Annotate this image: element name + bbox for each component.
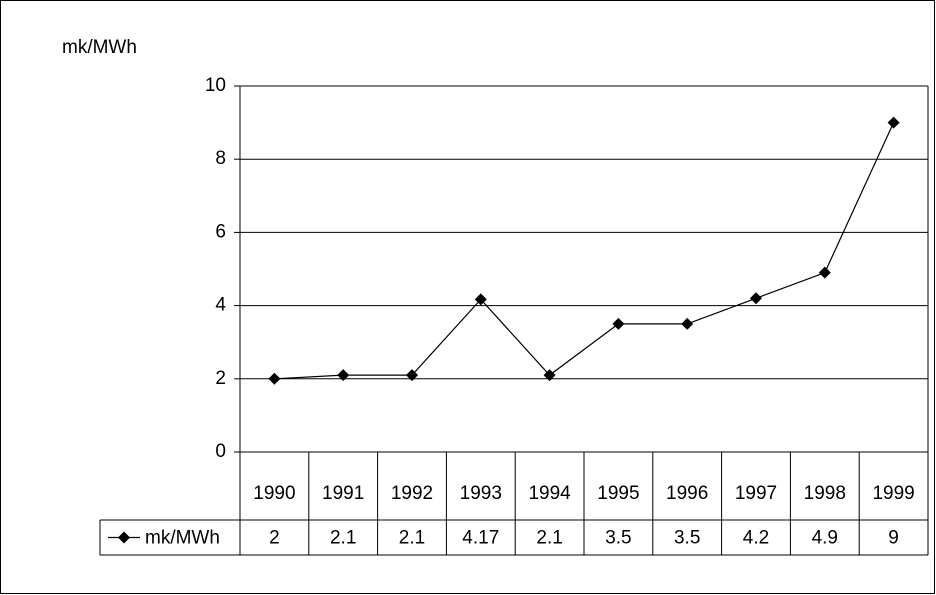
table-value: 2.1 [399,528,425,549]
table-value: 2.1 [330,528,356,549]
x-tick-label: 1994 [528,483,571,504]
x-tick-label: 1999 [872,483,914,504]
legend-key-marker [118,531,130,544]
table-value: 2.1 [536,528,562,549]
marker [543,369,556,382]
table-value: 3.5 [605,528,631,549]
legend-label: mk/MWh [145,528,220,549]
marker [268,372,281,385]
table-value: 4.17 [462,528,499,549]
marker [750,292,762,305]
marker [612,317,625,330]
x-tick-label: 1997 [735,483,777,504]
table-value: 2 [269,528,280,549]
y-tick-label: 8 [215,148,226,169]
y-axis-label: mk/MWh [62,37,137,58]
marker [818,266,831,279]
marker [406,369,418,382]
y-tick-label: 10 [205,75,226,96]
x-tick-label: 1996 [666,483,708,504]
x-tick-label: 1990 [253,483,295,504]
marker [337,369,350,382]
y-tick-label: 2 [215,368,226,389]
x-tick-label: 1992 [391,483,433,504]
marker [474,293,487,306]
x-tick-label: 1991 [322,483,364,504]
y-tick-label: 4 [215,295,226,316]
y-tick-label: 6 [215,221,226,242]
table-value: 4.2 [743,528,769,549]
marker [887,116,900,129]
series-line [274,122,895,380]
x-tick-label: 1995 [597,483,639,504]
table-value: 4.9 [812,528,838,549]
x-tick-label: 1998 [804,483,846,504]
y-tick-label: 0 [215,441,226,462]
x-tick-label: 1993 [460,483,502,504]
marker [681,317,694,330]
table-value: 3.5 [674,528,700,549]
table-value: 9 [888,528,899,549]
